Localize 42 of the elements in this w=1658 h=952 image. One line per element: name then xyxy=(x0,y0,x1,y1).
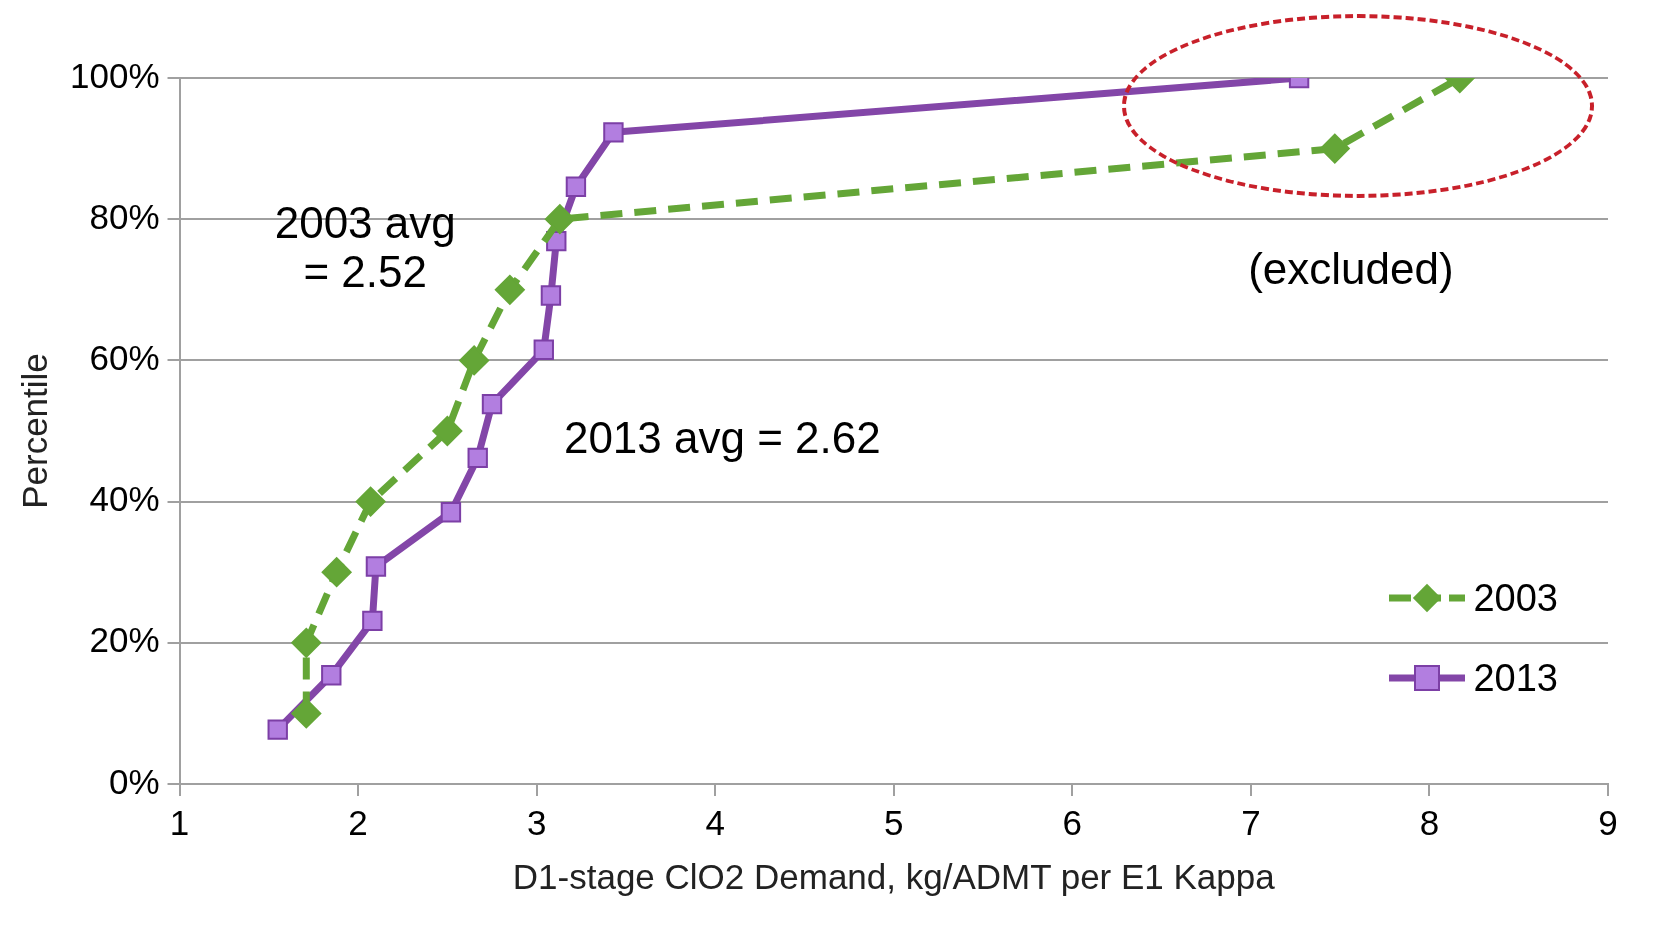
x-axis-title: D1-stage ClO2 Demand, kg/ADMT per E1 Kappa xyxy=(512,856,1276,896)
point xyxy=(467,447,488,469)
x-tick-label: 3 xyxy=(526,802,547,842)
point xyxy=(432,416,463,446)
point xyxy=(494,274,525,305)
annotation: (excluded) xyxy=(1248,243,1454,293)
point xyxy=(291,698,322,729)
legend-label: 2013 xyxy=(1473,656,1558,700)
annotation: 2013 avg = 2.62 xyxy=(563,412,881,463)
y-axis-title: Percentile xyxy=(14,353,54,509)
y-tick-label: 100% xyxy=(69,55,160,95)
point xyxy=(565,176,587,197)
x-tick-label: 9 xyxy=(1598,802,1618,842)
point xyxy=(1319,133,1350,164)
point xyxy=(267,719,288,740)
point xyxy=(603,122,624,143)
annotation: 2003 avg = 2.52 xyxy=(274,198,456,296)
point xyxy=(540,285,562,306)
y-tick-label: 60% xyxy=(89,338,160,378)
point xyxy=(362,610,383,632)
y-tick-label: 40% xyxy=(89,479,160,519)
point xyxy=(365,556,387,577)
point xyxy=(533,339,554,360)
point xyxy=(291,627,322,658)
point xyxy=(481,393,503,415)
legend-label: 2003 xyxy=(1473,576,1558,620)
point xyxy=(321,557,352,588)
point xyxy=(321,665,342,686)
point xyxy=(459,345,490,376)
x-tick-label: 7 xyxy=(1241,802,1261,842)
point xyxy=(355,486,386,517)
point xyxy=(544,204,575,235)
point xyxy=(440,502,462,523)
y-tick-label: 0% xyxy=(108,761,160,801)
y-tick-label: 20% xyxy=(89,620,160,660)
x-tick-label: 2 xyxy=(348,802,368,842)
x-tick-label: 6 xyxy=(1062,802,1083,842)
x-tick-label: 1 xyxy=(169,802,190,842)
x-tick-label: 4 xyxy=(705,802,725,842)
x-tick-label: 5 xyxy=(884,802,904,842)
x-tick-label: 8 xyxy=(1419,802,1440,842)
y-tick-label: 80% xyxy=(89,196,160,236)
